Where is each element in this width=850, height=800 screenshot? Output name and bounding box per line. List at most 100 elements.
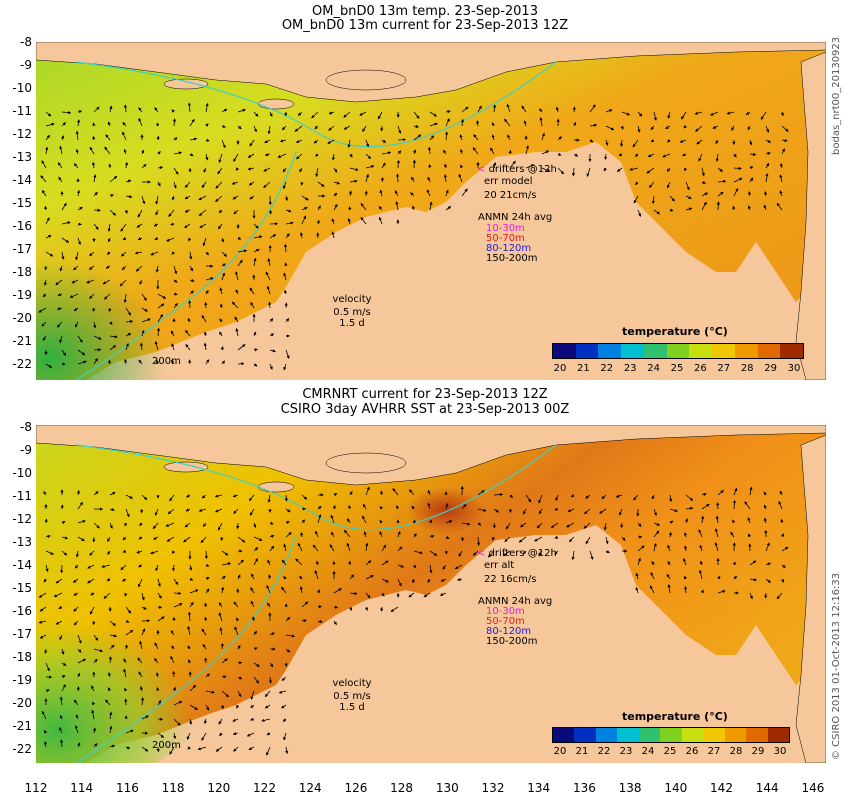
current-arrow — [205, 588, 210, 594]
current-arrow — [75, 130, 79, 141]
current-arrow — [363, 531, 367, 538]
colorbar-label: 28 — [740, 363, 754, 374]
bottom-velocity-time: 1.5 d — [339, 702, 365, 713]
current-arrow — [284, 262, 288, 267]
colorbar-label: 25 — [663, 746, 677, 757]
current-arrow — [715, 515, 719, 524]
current-arrow — [701, 492, 707, 496]
current-arrow — [57, 162, 63, 169]
current-arrow — [301, 601, 309, 608]
current-arrow — [253, 223, 259, 229]
current-arrow — [141, 329, 145, 337]
current-arrow — [77, 237, 81, 246]
current-arrow — [605, 536, 609, 545]
current-arrow — [476, 120, 480, 127]
current-arrow — [312, 544, 319, 552]
current-arrow — [365, 542, 369, 552]
current-arrow — [55, 578, 63, 584]
current-arrow — [522, 550, 527, 555]
current-arrow — [43, 741, 48, 748]
current-arrow — [56, 307, 63, 311]
current-arrow — [328, 125, 335, 131]
current-arrow — [171, 343, 175, 351]
lat-tick: -8 — [20, 420, 32, 434]
current-arrow — [61, 536, 69, 540]
colorbar-swatch — [757, 344, 781, 358]
current-arrow — [123, 293, 127, 304]
current-arrow — [665, 125, 671, 130]
current-arrow — [749, 139, 753, 146]
current-arrow — [300, 531, 304, 538]
current-arrow — [283, 363, 287, 371]
current-arrow — [365, 153, 372, 159]
current-arrow — [327, 139, 335, 144]
current-arrow — [397, 125, 402, 134]
current-arrow — [397, 530, 401, 538]
current-arrow — [283, 243, 288, 253]
current-arrow — [249, 508, 255, 516]
current-arrow — [221, 360, 226, 365]
colorbar-swatch — [666, 344, 690, 358]
colorbar-swatch — [689, 344, 713, 358]
current-arrow — [685, 494, 694, 501]
current-arrow — [218, 209, 223, 214]
current-arrow — [199, 223, 207, 229]
current-arrow — [669, 508, 679, 513]
current-arrow — [39, 634, 47, 639]
bottom-title-line2: CSIRO 3day AVHRR SST at 23-Sep-2013 00Z — [280, 402, 570, 417]
current-arrow — [684, 167, 688, 172]
current-arrow — [188, 359, 192, 365]
current-arrow — [299, 167, 303, 173]
current-arrow — [124, 687, 128, 692]
current-arrow — [701, 192, 709, 197]
current-arrow — [554, 507, 559, 511]
current-arrow — [653, 522, 661, 526]
top-isobath-label: 200m — [152, 356, 181, 367]
current-arrow — [605, 109, 613, 113]
current-arrow — [121, 251, 127, 257]
current-arrow — [284, 195, 289, 202]
current-arrow — [637, 557, 641, 566]
current-arrow — [45, 662, 50, 672]
current-arrow — [45, 564, 49, 573]
current-arrow — [265, 271, 271, 281]
current-arrow — [91, 685, 95, 692]
current-arrow — [362, 515, 367, 524]
current-arrow — [157, 293, 167, 299]
current-arrow — [253, 235, 263, 239]
current-arrow — [781, 546, 789, 552]
colorbar-label: 20 — [553, 363, 567, 374]
current-arrow — [45, 363, 53, 368]
current-arrow — [221, 108, 228, 113]
current-arrow — [73, 592, 79, 596]
current-arrow — [508, 508, 512, 513]
current-arrow — [150, 550, 159, 555]
current-arrow — [187, 746, 191, 750]
current-arrow — [439, 592, 447, 596]
current-arrow — [218, 223, 223, 230]
current-arrow — [205, 102, 209, 113]
current-arrow — [413, 149, 417, 155]
current-arrow — [427, 489, 431, 496]
current-arrow — [632, 139, 639, 148]
current-arrow — [173, 167, 179, 175]
current-arrow — [93, 634, 99, 641]
current-arrow — [282, 718, 287, 722]
current-arrow — [343, 529, 351, 538]
current-arrow — [120, 223, 127, 232]
current-arrow — [123, 104, 128, 113]
current-arrow — [589, 550, 594, 560]
current-arrow — [301, 215, 307, 225]
current-arrow — [250, 690, 255, 700]
current-arrow — [285, 209, 292, 213]
current-arrow — [443, 174, 448, 183]
current-arrow — [108, 307, 112, 313]
current-arrow — [253, 647, 258, 651]
current-arrow — [173, 578, 179, 586]
current-arrow — [379, 505, 383, 510]
current-arrow — [205, 123, 209, 127]
current-arrow — [781, 578, 785, 583]
lat-tick: -11 — [12, 489, 32, 503]
current-arrow — [41, 160, 47, 169]
current-arrow — [141, 163, 147, 169]
